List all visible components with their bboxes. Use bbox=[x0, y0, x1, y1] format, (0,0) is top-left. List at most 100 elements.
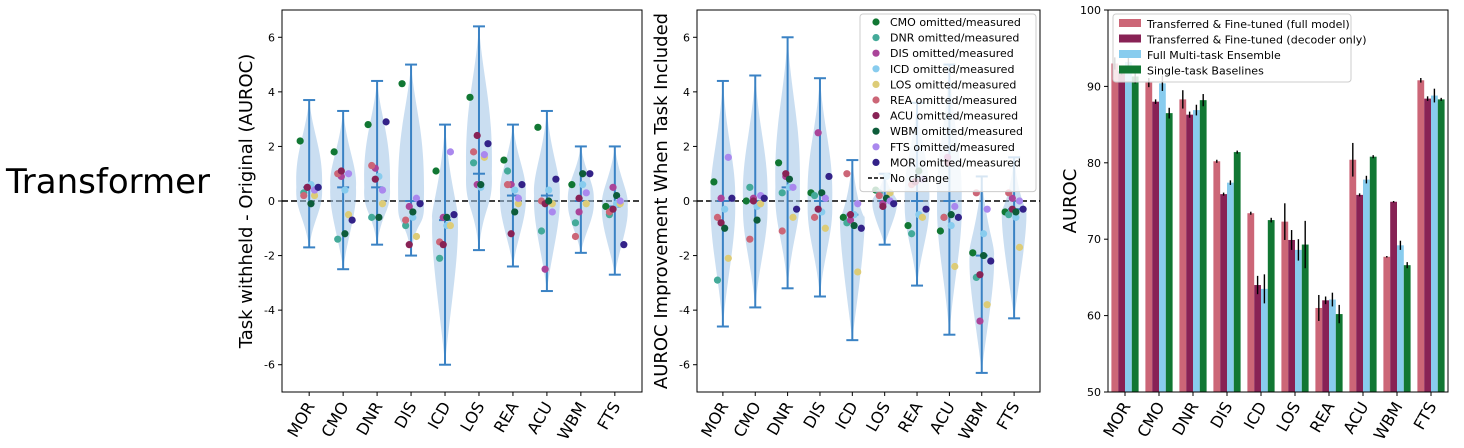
x-tick-label: FTS bbox=[593, 399, 624, 433]
point-REA-CMO bbox=[904, 221, 912, 230]
point-DIS-WBM bbox=[409, 208, 417, 216]
point-ACU-REA bbox=[940, 213, 948, 221]
x-tick-label: DIS bbox=[390, 399, 420, 432]
bar-FTS-1 bbox=[1417, 80, 1425, 393]
y-axis-label: Task withheld - Original (AUROC) bbox=[236, 54, 257, 350]
x-tick-label: ACU bbox=[523, 399, 556, 438]
legend-swatch-MOR bbox=[872, 158, 880, 166]
point-CMO-ICD bbox=[341, 186, 349, 194]
legend-swatch-LOS bbox=[872, 80, 880, 88]
legend-swatch-DNR bbox=[872, 34, 880, 42]
point-REA-DNR bbox=[908, 230, 916, 238]
point-DNR-REA bbox=[778, 227, 786, 235]
point-ICD-FTS bbox=[446, 148, 455, 156]
legend-swatch-REA bbox=[872, 96, 880, 104]
bar-CMO-4 bbox=[1165, 113, 1173, 392]
point-WBM-REA bbox=[571, 232, 580, 241]
bar-FTS-3 bbox=[1431, 95, 1438, 393]
point-MOR-FTS bbox=[724, 153, 732, 161]
point-FTS-MOR bbox=[1019, 205, 1027, 213]
bar-ICD-1 bbox=[1247, 213, 1255, 392]
point-REA-DNR bbox=[503, 167, 512, 175]
x-tick-label: LOS bbox=[456, 399, 488, 435]
point-CMO-FTS bbox=[344, 170, 353, 178]
x-tick-label: ACU bbox=[1339, 399, 1372, 438]
x-tick-label: REA bbox=[490, 398, 523, 435]
point-WBM-DNR bbox=[571, 219, 580, 227]
point-ACU-DNR bbox=[537, 227, 546, 235]
x-tick-label: CMO bbox=[729, 399, 764, 441]
point-WBM-LOS bbox=[983, 301, 991, 309]
point-FTS-LOS bbox=[1015, 243, 1024, 251]
bar-MOR-2 bbox=[1118, 71, 1125, 393]
bar-DIS-4 bbox=[1233, 152, 1241, 392]
x-tick-label: WBM bbox=[1370, 399, 1407, 444]
point-ICD-MOR bbox=[450, 211, 458, 219]
legend-label-WBM: WBM omitted/measured bbox=[890, 125, 1023, 138]
bar-FTS-2 bbox=[1424, 98, 1431, 393]
bar-ICD-2 bbox=[1254, 285, 1261, 392]
point-WBM-CMO bbox=[568, 181, 576, 189]
point-WBM-ICD bbox=[579, 181, 587, 189]
x-tick-label: DIS bbox=[1206, 399, 1236, 432]
point-REA-LOS bbox=[918, 213, 927, 221]
point-DNR-FTS bbox=[789, 183, 797, 191]
legend-label-zero: No change bbox=[890, 172, 949, 185]
point-REA-WBM bbox=[511, 208, 519, 216]
point-DNR-LOS bbox=[378, 200, 387, 208]
point-DIS-MOR bbox=[416, 200, 424, 208]
x-tick-label: ACU bbox=[926, 399, 959, 438]
point-CMO-DNR bbox=[746, 183, 754, 191]
point-REA-LOS bbox=[514, 200, 522, 208]
bar-REA-4 bbox=[1335, 314, 1343, 392]
point-ICD-WBM bbox=[850, 221, 858, 230]
x-tick-label: MOR bbox=[1099, 399, 1134, 441]
point-WBM-DIS bbox=[575, 208, 583, 216]
point-CMO-CMO bbox=[330, 148, 338, 156]
point-DNR-MOR bbox=[382, 118, 390, 126]
point-DIS-REA bbox=[810, 213, 819, 221]
point-WBM-WBM bbox=[979, 251, 988, 260]
y-tick-label: 4 bbox=[683, 86, 690, 99]
point-ICD-REA bbox=[843, 170, 851, 178]
point-WBM-CMO bbox=[969, 249, 977, 257]
bar-ACU-3 bbox=[1363, 179, 1370, 392]
point-DNR-DNR bbox=[368, 213, 376, 221]
point-ICD-DNR bbox=[436, 254, 444, 262]
plot-frame bbox=[1107, 9, 1449, 393]
point-ICD-CMO bbox=[432, 167, 440, 175]
point-CMO-LOS bbox=[757, 200, 765, 208]
y-tick-label: -2 bbox=[264, 250, 275, 263]
point-DNR-WBM bbox=[375, 213, 383, 221]
point-DNR-DNR bbox=[778, 189, 786, 197]
point-WBM-FTS bbox=[582, 189, 590, 197]
point-REA-FTS bbox=[514, 194, 522, 202]
y-tick-label: 90 bbox=[1087, 80, 1101, 93]
point-DNR-LOS bbox=[789, 213, 797, 221]
bar-MOR-3 bbox=[1125, 61, 1132, 393]
y-tick-label: 70 bbox=[1087, 233, 1101, 246]
point-DIS-LOS bbox=[412, 232, 421, 241]
point-DIS-DNR bbox=[402, 221, 410, 230]
bar-DIS-1 bbox=[1213, 161, 1221, 392]
point-FTS-FTS bbox=[1015, 197, 1024, 205]
legend-swatch-FTS bbox=[872, 143, 880, 151]
point-WBM-ACU bbox=[976, 271, 984, 279]
legend-label-ACU: ACU omitted/measured bbox=[890, 110, 1018, 123]
point-REA-MOR bbox=[518, 181, 526, 189]
legend-swatch-CMO bbox=[872, 18, 880, 26]
point-FTS-FTS bbox=[616, 197, 624, 205]
point-MOR-MOR bbox=[314, 183, 322, 191]
bar-ACU-2 bbox=[1356, 194, 1363, 392]
x-tick-label: ICD bbox=[831, 399, 862, 433]
point-LOS-CMO bbox=[466, 93, 474, 101]
point-LOS-ACU bbox=[473, 131, 481, 140]
bar-CMO-2 bbox=[1152, 101, 1159, 393]
legend-swatch-3 bbox=[1119, 50, 1141, 58]
x-tick-label: FTS bbox=[993, 399, 1024, 433]
x-tick-label: DNR bbox=[352, 399, 386, 439]
bar-REA-1 bbox=[1315, 307, 1323, 392]
bar-LOS-3 bbox=[1295, 249, 1302, 392]
point-MOR-MOR bbox=[728, 194, 736, 202]
point-FTS-WBM bbox=[1012, 208, 1020, 216]
